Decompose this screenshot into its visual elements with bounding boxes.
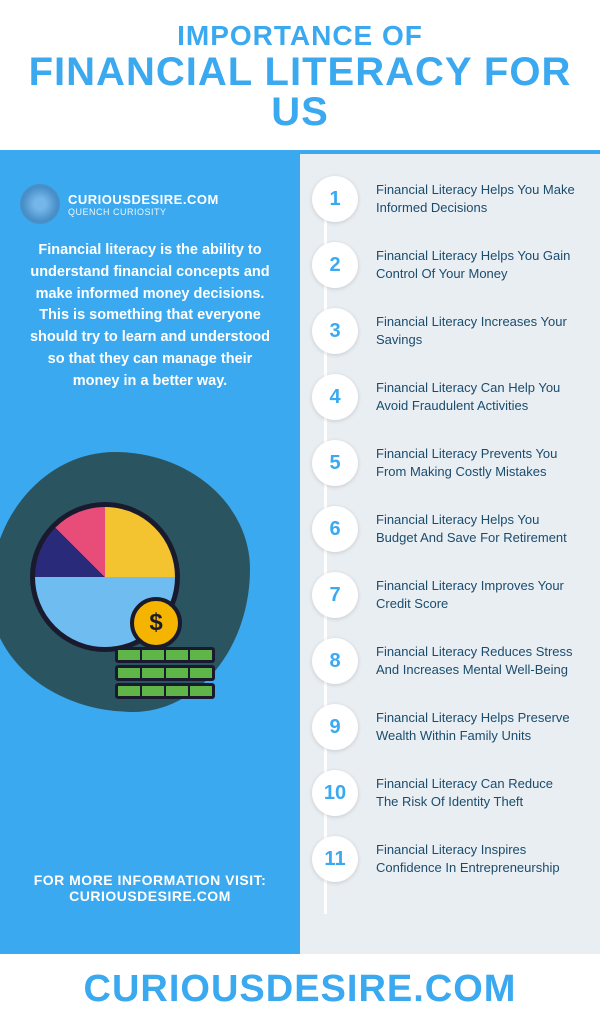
item-number: 8	[312, 638, 358, 684]
item-label: Financial Literacy Reduces Stress And In…	[376, 643, 580, 678]
item-number: 10	[312, 770, 358, 816]
list-item: 2 Financial Literacy Helps You Gain Contr…	[310, 242, 580, 288]
item-number: 3	[312, 308, 358, 354]
item-number: 6	[312, 506, 358, 552]
brand-name: CURIOUSDESIRE.COM	[68, 192, 219, 207]
list-item: 4 Financial Literacy Can Help You Avoid F…	[310, 374, 580, 420]
right-panel: 1 Financial Literacy Helps You Make Infor…	[300, 154, 600, 954]
item-number: 11	[312, 836, 358, 882]
brand: CURIOUSDESIRE.COM QUENCH CURIOSITY	[20, 184, 280, 224]
left-panel: CURIOUSDESIRE.COM QUENCH CURIOSITY Finan…	[0, 154, 300, 954]
coin-icon: $	[130, 597, 182, 649]
list-item: 1 Financial Literacy Helps You Make Infor…	[310, 176, 580, 222]
item-label: Financial Literacy Increases Your Saving…	[376, 313, 580, 348]
item-label: Financial Literacy Inspires Confidence I…	[376, 841, 580, 876]
content: CURIOUSDESIRE.COM QUENCH CURIOSITY Finan…	[0, 154, 600, 954]
list-item: 7 Financial Literacy Improves Your Credit…	[310, 572, 580, 618]
item-label: Financial Literacy Improves Your Credit …	[376, 577, 580, 612]
title-line1: IMPORTANCE OF	[10, 20, 590, 52]
list-item: 10 Financial Literacy Can Reduce The Risk…	[310, 770, 580, 816]
item-number: 5	[312, 440, 358, 486]
item-number: 2	[312, 242, 358, 288]
intro-text: Financial literacy is the ability to und…	[20, 240, 280, 392]
list-item: 3 Financial Literacy Increases Your Savin…	[310, 308, 580, 354]
brand-tagline: QUENCH CURIOSITY	[68, 207, 219, 217]
item-label: Financial Literacy Helps You Budget And …	[376, 511, 580, 546]
item-number: 1	[312, 176, 358, 222]
item-number: 9	[312, 704, 358, 750]
cash-stack-icon	[115, 647, 215, 701]
list-item: 11 Financial Literacy Inspires Confidence…	[310, 836, 580, 882]
title-line2: FINANCIAL LITERACY FOR US	[10, 52, 590, 132]
item-number: 4	[312, 374, 358, 420]
reason-list: 1 Financial Literacy Helps You Make Infor…	[310, 176, 580, 882]
list-item: 6 Financial Literacy Helps You Budget And…	[310, 506, 580, 552]
item-label: Financial Literacy Prevents You From Mak…	[376, 445, 580, 480]
list-item: 9 Financial Literacy Helps Preserve Wealt…	[310, 704, 580, 750]
brand-logo-icon	[20, 184, 60, 224]
illustration: $	[20, 432, 280, 732]
cta-line1: FOR MORE INFORMATION VISIT:	[20, 872, 280, 888]
cta: FOR MORE INFORMATION VISIT: CURIOUSDESIR…	[20, 872, 280, 934]
brand-text: CURIOUSDESIRE.COM QUENCH CURIOSITY	[68, 192, 219, 217]
list-item: 5 Financial Literacy Prevents You From Ma…	[310, 440, 580, 486]
cta-line2: CURIOUSDESIRE.COM	[20, 888, 280, 904]
header: IMPORTANCE OF FINANCIAL LITERACY FOR US	[0, 0, 600, 142]
item-number: 7	[312, 572, 358, 618]
item-label: Financial Literacy Helps Preserve Wealth…	[376, 709, 580, 744]
item-label: Financial Literacy Helps You Gain Contro…	[376, 247, 580, 282]
list-item: 8 Financial Literacy Reduces Stress And I…	[310, 638, 580, 684]
footer-text: CURIOUSDESIRE.COM	[84, 968, 517, 1010]
footer: CURIOUSDESIRE.COM	[0, 954, 600, 1025]
item-label: Financial Literacy Helps You Make Inform…	[376, 181, 580, 216]
item-label: Financial Literacy Can Reduce The Risk O…	[376, 775, 580, 810]
item-label: Financial Literacy Can Help You Avoid Fr…	[376, 379, 580, 414]
